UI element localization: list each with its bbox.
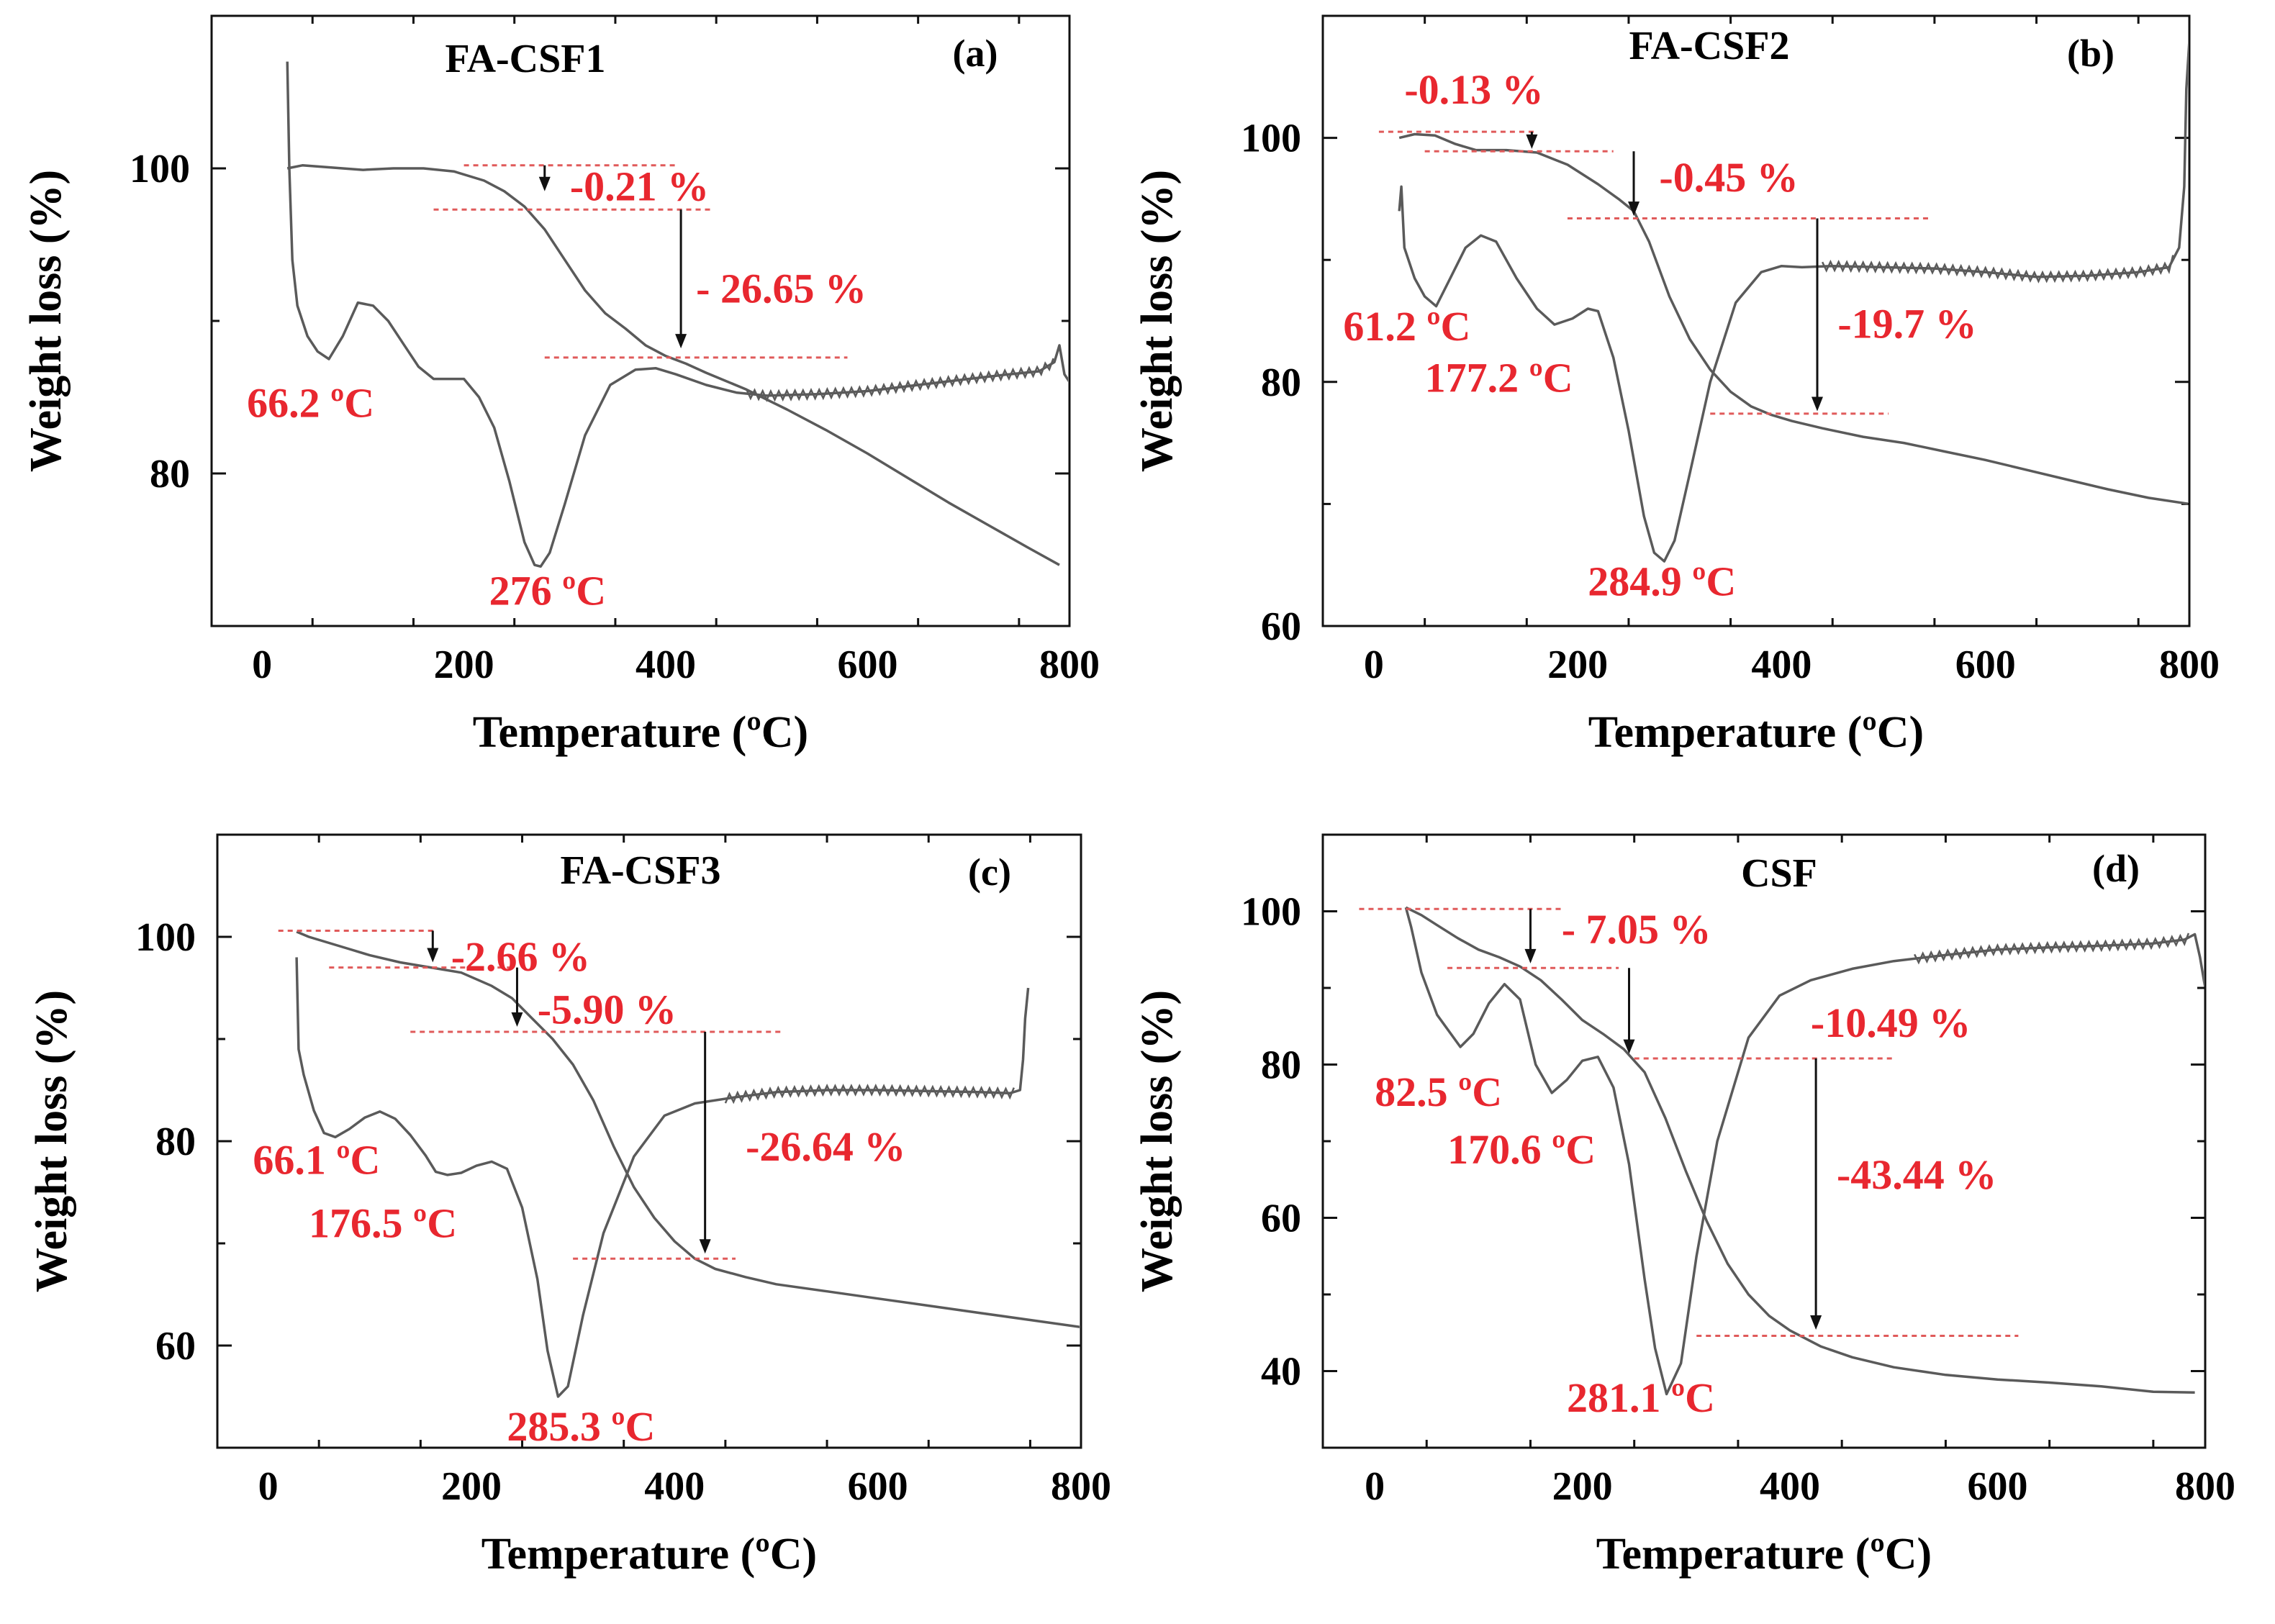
- x-tick-label: 600: [1968, 1464, 2028, 1509]
- data-annotation: 284.9 ºC: [1588, 558, 1736, 605]
- series-noise-dtg: [724, 1084, 1015, 1104]
- series-line-tga: [1398, 132, 2188, 505]
- arrow-head: [427, 948, 439, 963]
- data-annotation: 66.1 ºC: [253, 1136, 380, 1183]
- arrow-head: [538, 176, 551, 191]
- y-tick-label: 100: [1241, 117, 1301, 161]
- x-axis-label: Temperature (ºC): [473, 708, 808, 757]
- series-line-dtg: [295, 957, 1030, 1398]
- chart-panel-c: 0 200 400 600 800 60 80 100 Temperature (ºC) Weig…: [27, 833, 1111, 1579]
- arrow-head: [1526, 134, 1538, 149]
- data-annotation: 177.2 ºC: [1425, 354, 1573, 401]
- series-line-dtg: [286, 61, 1068, 568]
- y-tick-label: 60: [155, 1324, 196, 1369]
- panel-label: (b): [2067, 32, 2115, 75]
- x-tick-label: 600: [1955, 643, 2016, 687]
- y-tick-label: 100: [130, 147, 190, 191]
- x-tick-label: 0: [258, 1464, 279, 1509]
- arrow-head: [1623, 1039, 1635, 1054]
- series-noise-dtg: [1821, 255, 2174, 283]
- data-annotation: -19.7 %: [1837, 301, 1976, 348]
- y-axis-label: Weight loss (%): [1133, 990, 1182, 1292]
- plot-frame: [210, 14, 1071, 627]
- chart-title: FA-CSF2: [1629, 24, 1790, 68]
- arrow-head: [1810, 1315, 1822, 1330]
- x-tick-label: 400: [1760, 1464, 1820, 1509]
- chart-title: FA-CSF3: [561, 848, 721, 893]
- data-annotation: 176.5 ºC: [309, 1199, 457, 1246]
- chart-panel-b: 0 200 400 600 800 60 80 100 Temperature (ºC) Weig…: [1133, 14, 2220, 757]
- x-tick-label: 600: [838, 643, 898, 687]
- data-annotation: 61.2 ºC: [1343, 303, 1470, 350]
- data-annotation: -2.66 %: [451, 933, 590, 980]
- plot-frame: [1321, 14, 2191, 627]
- data-annotation: -43.44 %: [1837, 1151, 1996, 1198]
- series-line-tga: [1405, 906, 2195, 1394]
- panel-label: (a): [953, 32, 998, 75]
- y-tick-label: 40: [1261, 1350, 1301, 1394]
- chart-title: FA-CSF1: [445, 37, 606, 81]
- x-tick-label: 800: [1051, 1464, 1111, 1509]
- x-tick-label: 800: [2159, 643, 2220, 687]
- x-tick-label: 200: [1547, 643, 1608, 687]
- x-tick-label: 400: [636, 643, 696, 687]
- data-annotation: -0.45 %: [1659, 154, 1798, 201]
- data-annotation: -10.49 %: [1811, 999, 1971, 1046]
- series-line-tga: [296, 930, 1080, 1328]
- data-annotation: 66.2 ºC: [247, 380, 374, 427]
- y-axis-label: Weight loss (%): [22, 170, 71, 472]
- arrow-head: [1811, 396, 1823, 412]
- arrow-head: [511, 1012, 523, 1027]
- x-tick-label: 400: [644, 1464, 705, 1509]
- x-tick-label: 0: [252, 643, 272, 687]
- data-annotation: 281.1 ºC: [1567, 1374, 1715, 1421]
- data-annotation: - 26.65 %: [696, 266, 867, 312]
- data-annotation: 82.5 ºC: [1375, 1069, 1502, 1115]
- data-annotation: -0.21 %: [570, 163, 709, 210]
- x-tick-label: 800: [2175, 1464, 2235, 1509]
- x-axis-label: Temperature (ºC): [1596, 1530, 1932, 1579]
- data-annotation: -5.90 %: [538, 986, 677, 1033]
- x-tick-label: 200: [1552, 1464, 1613, 1509]
- x-tick-label: 400: [1751, 643, 1812, 687]
- x-tick-label: 200: [441, 1464, 502, 1509]
- data-annotation: 285.3 ºC: [507, 1403, 655, 1450]
- y-tick-label: 80: [1261, 360, 1301, 405]
- x-tick-label: 600: [848, 1464, 908, 1509]
- y-tick-label: 80: [155, 1120, 196, 1164]
- x-tick-label: 200: [434, 643, 494, 687]
- arrow-head: [675, 334, 687, 349]
- data-annotation: 276 ºC: [489, 567, 607, 614]
- chart-title: CSF: [1741, 851, 1817, 896]
- x-tick-label: 0: [1364, 643, 1384, 687]
- series-noise-dtg: [746, 358, 1054, 402]
- y-tick-label: 80: [1261, 1043, 1301, 1088]
- y-tick-label: 100: [135, 915, 196, 960]
- x-tick-label: 0: [1365, 1464, 1385, 1509]
- chart-panel-a: 0 200 400 600 800 80 100 Temperature (ºC) Weight…: [22, 14, 1100, 757]
- y-tick-label: 60: [1261, 1197, 1301, 1241]
- data-annotation: -26.64 %: [746, 1123, 905, 1170]
- y-axis-label: Weight loss (%): [1133, 170, 1182, 472]
- x-axis-label: Temperature (ºC): [1588, 708, 1924, 757]
- series-noise-dtg: [1913, 933, 2190, 965]
- y-tick-label: 80: [150, 452, 190, 496]
- arrow-head: [1524, 948, 1537, 963]
- panel-label: (c): [968, 850, 1011, 894]
- arrow-head: [1628, 201, 1640, 217]
- data-annotation: 170.6 ºC: [1447, 1126, 1596, 1173]
- y-tick-label: 60: [1261, 604, 1301, 649]
- series-line-tga: [286, 164, 1060, 566]
- x-axis-label: Temperature (ºC): [481, 1530, 817, 1579]
- series-line-dtg: [1398, 42, 2188, 563]
- arrow-head: [699, 1239, 711, 1254]
- x-tick-label: 800: [1039, 643, 1100, 687]
- chart-panel-d: 0 200 400 600 800 40 60 80 100 Temperature (ºC) We…: [1133, 833, 2235, 1579]
- y-tick-label: 100: [1241, 890, 1301, 935]
- panel-label: (d): [2092, 847, 2140, 890]
- data-annotation: -0.13 %: [1404, 66, 1543, 113]
- y-axis-label: Weight loss (%): [27, 990, 76, 1292]
- data-annotation: - 7.05 %: [1562, 906, 1711, 953]
